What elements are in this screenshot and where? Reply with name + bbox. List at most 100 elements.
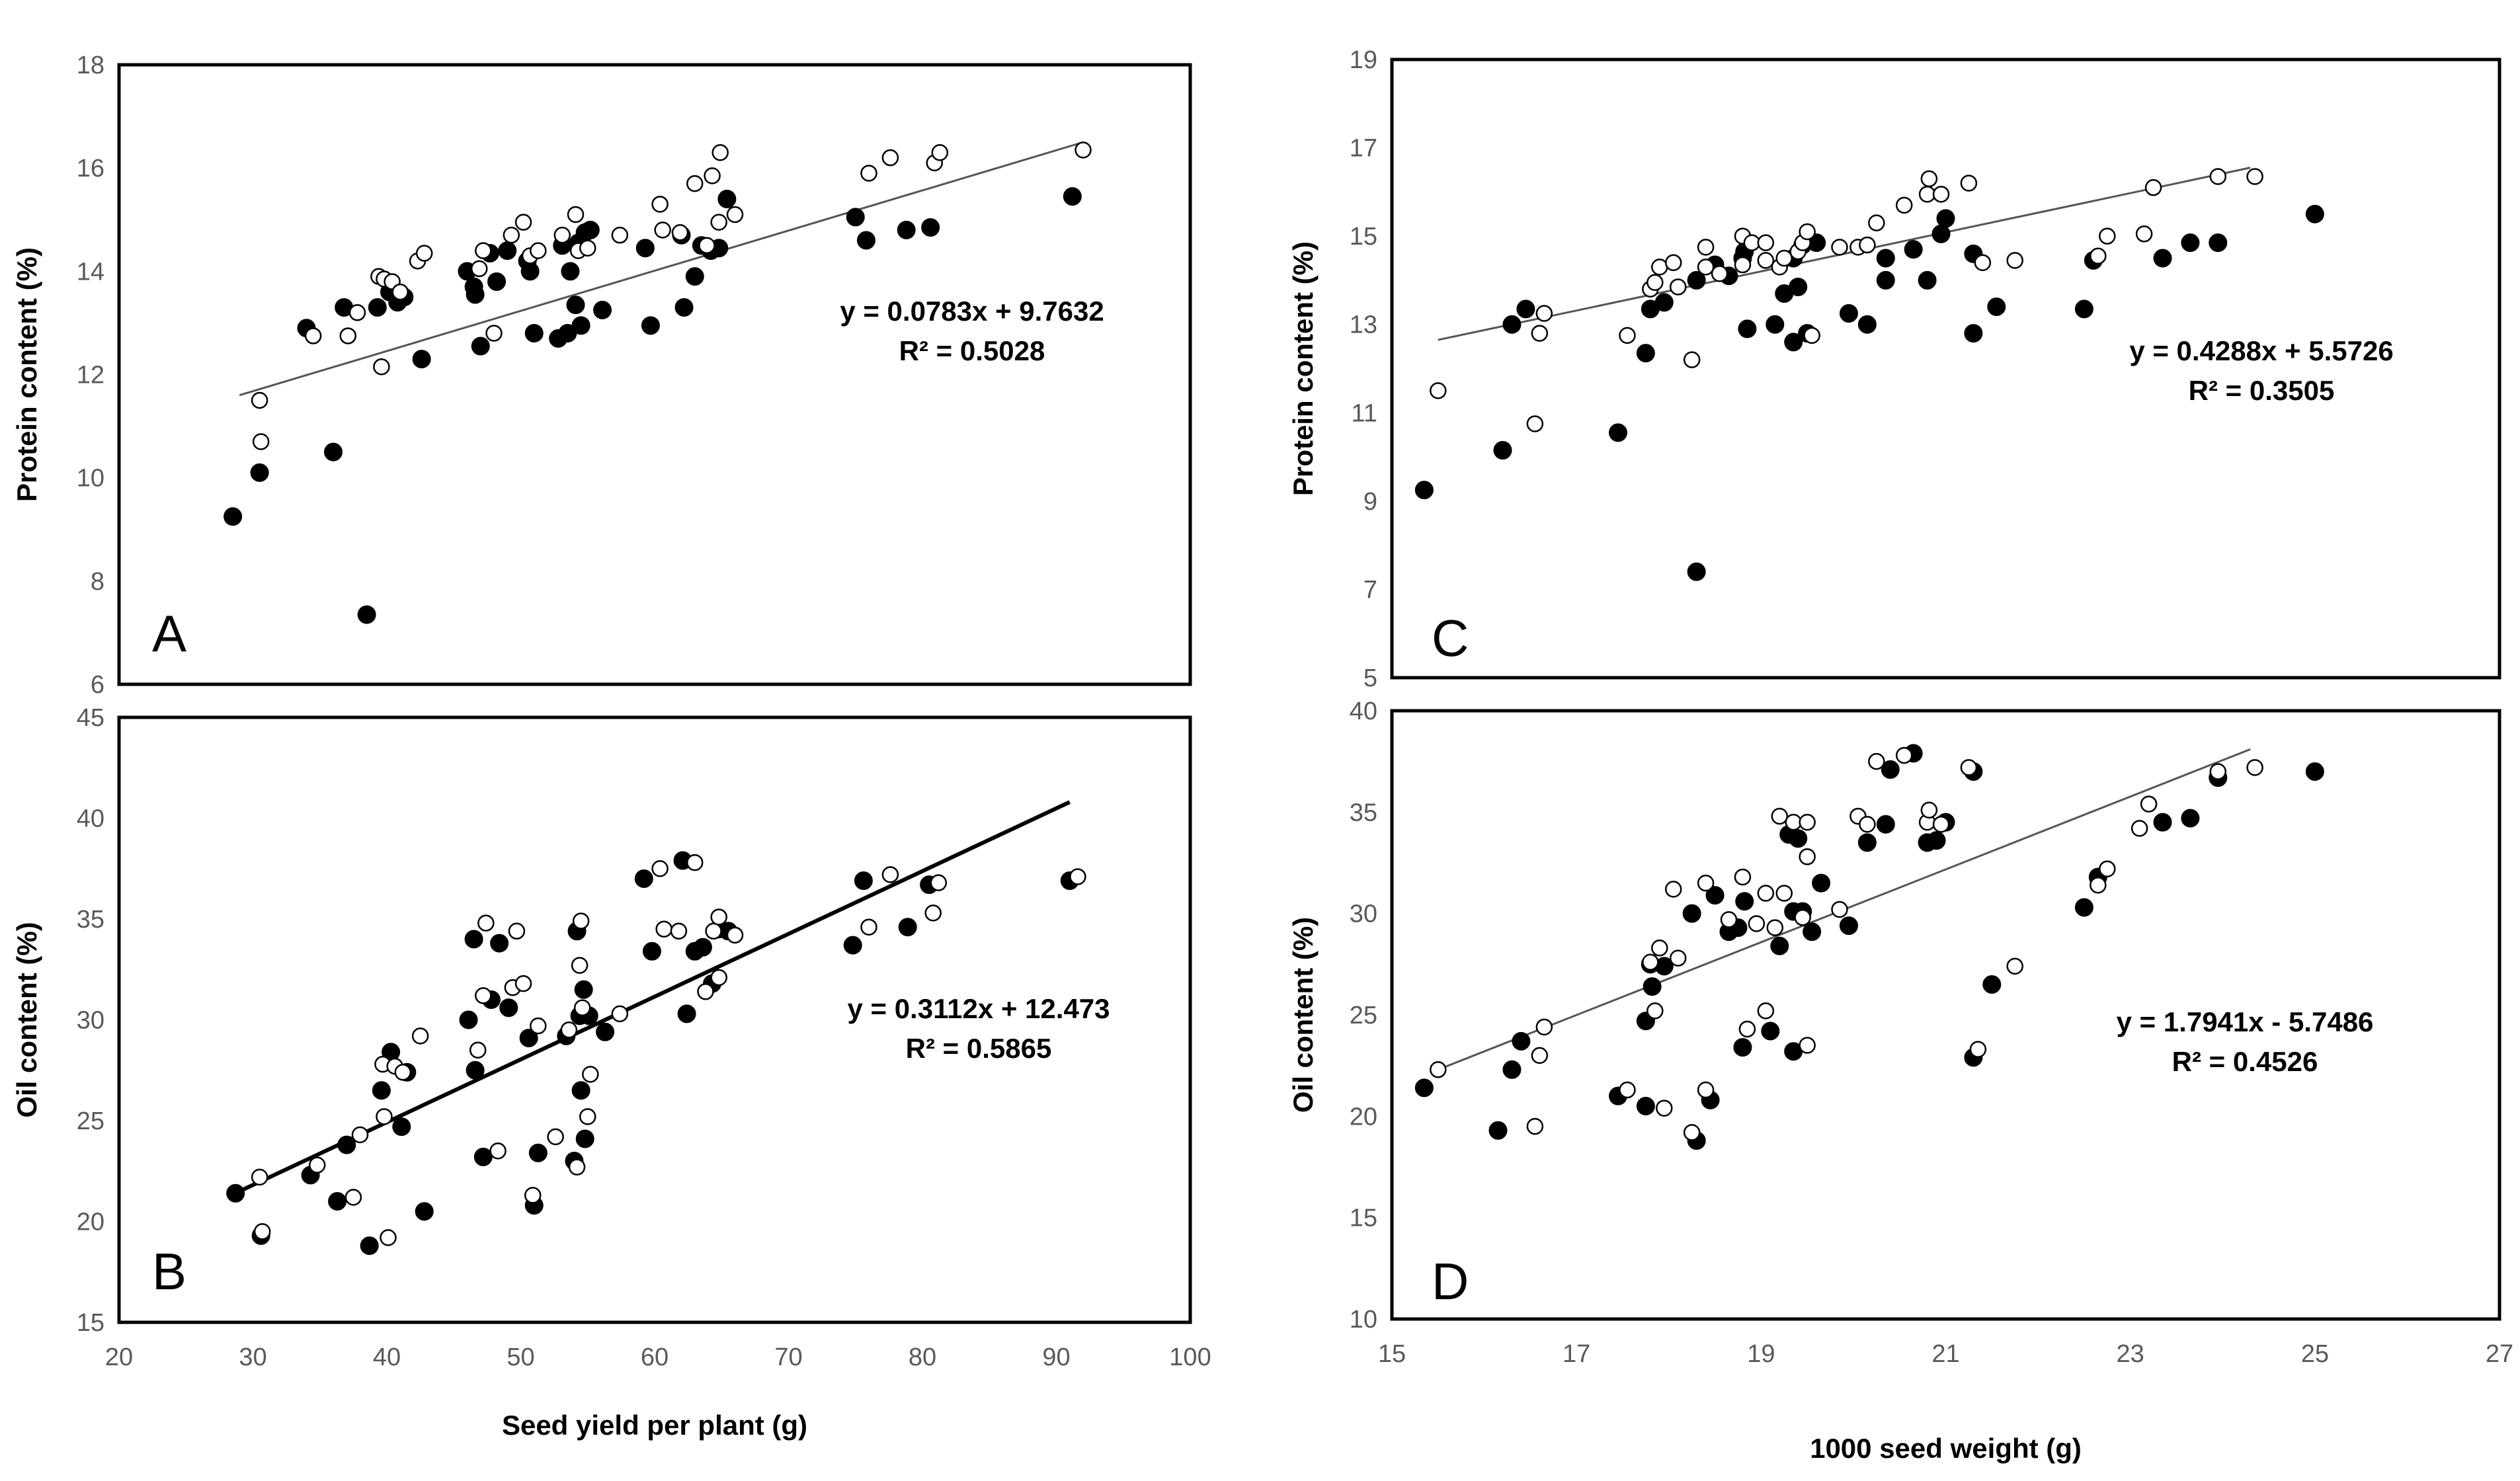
panel-b-open-point <box>705 922 722 940</box>
panel-c-filled-point <box>1789 277 1808 296</box>
panel-c-filled-point <box>1738 319 1757 339</box>
panel-a-chart: 6 8 10 12 14 16 18 Protein content (%) y = 0.078… <box>11 52 1192 699</box>
panel-b-xtick-label: 40 <box>373 1343 401 1371</box>
panel-a-filled-point <box>412 350 431 369</box>
panel-a-filled-point <box>846 208 865 227</box>
panel-d-filled-point <box>2074 898 2093 917</box>
panel-b-open-point <box>477 914 495 932</box>
panel-c-open-point <box>1974 254 1992 271</box>
panel-b-open-point <box>380 1229 397 1246</box>
panel-a-ytick-label: 6 <box>91 671 104 699</box>
panel-c-filled-point <box>1784 333 1803 352</box>
panel-c-filled-point <box>1857 315 1877 334</box>
panel-d-filled-point <box>1733 1038 1752 1057</box>
panel-b-plot-frame <box>117 715 1192 1324</box>
panel-d-open-point <box>1920 801 1938 819</box>
panel-d-open-point <box>2090 876 2107 894</box>
panel-c-ytick-label: 17 <box>1350 135 1377 163</box>
panel-b-open-point <box>710 969 727 986</box>
panel-b-filled-point <box>328 1192 347 1211</box>
panel-a-open-point <box>251 391 268 409</box>
panel-d-ytick-label: 15 <box>1350 1205 1377 1232</box>
panel-c-filled-point <box>1964 324 1983 343</box>
panel-c-open-point <box>1531 325 1549 342</box>
panel-a-filled-point <box>524 324 544 343</box>
panel-d-open-point <box>1766 919 1784 936</box>
panel-b-ytick-label: 15 <box>77 1309 104 1337</box>
panel-a-filled-point <box>921 218 940 237</box>
panel-d-filled-point <box>1502 1060 1522 1079</box>
panel-b-xtick-label: 90 <box>1042 1343 1070 1371</box>
panel-c-open-point <box>1757 252 1775 269</box>
panel-c-filled-point <box>1687 270 1706 290</box>
panel-d-ytick-label: 20 <box>1350 1103 1377 1131</box>
panel-b-filled-point <box>843 936 862 955</box>
panel-a-filled-point <box>581 220 600 239</box>
panel-d-open-point <box>1683 1124 1701 1141</box>
panel-a-plot-frame <box>117 63 1192 686</box>
panel-c-open-point <box>1651 259 1668 276</box>
panel-d-open-point <box>1785 813 1802 831</box>
panel-b-open-point <box>611 1005 629 1023</box>
panel-b-filled-point <box>571 1081 590 1100</box>
panel-d-filled-point <box>1761 1021 1780 1041</box>
panel-d-ytick-label: 10 <box>1350 1306 1377 1334</box>
panel-a-open-point <box>651 196 669 213</box>
panel-b-open-point <box>345 1189 362 1206</box>
panel-b-open-point <box>571 957 589 974</box>
panel-b-xtick-label: 70 <box>774 1343 802 1371</box>
panel-c-open-point <box>1697 259 1715 276</box>
panel-d-open-point <box>1669 949 1687 967</box>
panel-a-filled-point <box>566 296 585 315</box>
panel-b-open-point <box>1069 868 1086 885</box>
panel-c-regression-equation: y = 0.4288x + 5.5726 <box>2129 335 2393 366</box>
panel-b-open-point <box>579 1108 596 1125</box>
panel-a-open-point <box>391 283 409 301</box>
panel-c-open-point <box>1743 234 1761 251</box>
panel-a-open-point <box>654 221 671 239</box>
panel-d-filled-point <box>1643 977 1662 996</box>
panel-c-filled-point <box>2209 233 2228 253</box>
panel-b-filled-point <box>634 869 653 888</box>
panel-c-open-point <box>2144 179 2162 196</box>
panel-a-filled-point <box>635 239 655 258</box>
panel-d-open-point <box>1738 1020 1756 1038</box>
panel-b-open-point <box>651 860 669 877</box>
panel-d-filled-point <box>1682 904 1701 923</box>
panel-d-y-axis-title: Oil content (%) <box>1287 917 1319 1113</box>
panel-a-open-point <box>686 175 704 192</box>
panel-c-filled-point <box>2181 233 2200 253</box>
panel-d-filled-point <box>1705 886 1725 905</box>
panel-c-filled-point <box>1766 315 1785 334</box>
panel-a-filled-point <box>641 316 660 335</box>
panel-a-open-point <box>671 224 689 241</box>
panel-c-ytick-label: 19 <box>1350 46 1377 74</box>
panel-b-ytick-label: 25 <box>77 1107 104 1135</box>
panel-b-open-point <box>582 1066 599 1083</box>
panel-a-filled-point <box>466 285 485 304</box>
panel-a-open-point <box>710 214 727 231</box>
panel-b-open-point <box>469 1041 487 1059</box>
panel-c-ytick-label: 11 <box>1352 399 1377 427</box>
panel-a-open-point <box>1075 141 1092 159</box>
panel-b-filled-point <box>575 1129 594 1148</box>
panel-c-filled-point <box>1936 209 1955 228</box>
panel-b-xtick-label: 60 <box>641 1343 669 1371</box>
panel-b-filled-point <box>677 1004 696 1023</box>
panel-a-filled-point <box>571 316 590 335</box>
panel-b-ytick-label: 40 <box>77 805 104 833</box>
panel-c-filled-point <box>1876 270 1895 290</box>
panel-c-open-point <box>2246 168 2263 185</box>
panel-d-ytick-label: 30 <box>1350 901 1377 928</box>
panel-a-filled-point <box>561 262 580 281</box>
panel-d-xtick-label: 21 <box>1931 1340 1959 1368</box>
panel-a-open-point <box>931 143 949 161</box>
panel-c-open-point <box>1535 305 1553 322</box>
panel-c-open-point <box>1920 170 1938 188</box>
panel-b-filled-point <box>392 1117 411 1137</box>
panel-d-open-point <box>1794 909 1811 926</box>
panel-d-open-point <box>1757 1002 1775 1020</box>
panel-a-filled-point <box>593 300 612 319</box>
panel-c-filled-point <box>1918 270 1937 290</box>
